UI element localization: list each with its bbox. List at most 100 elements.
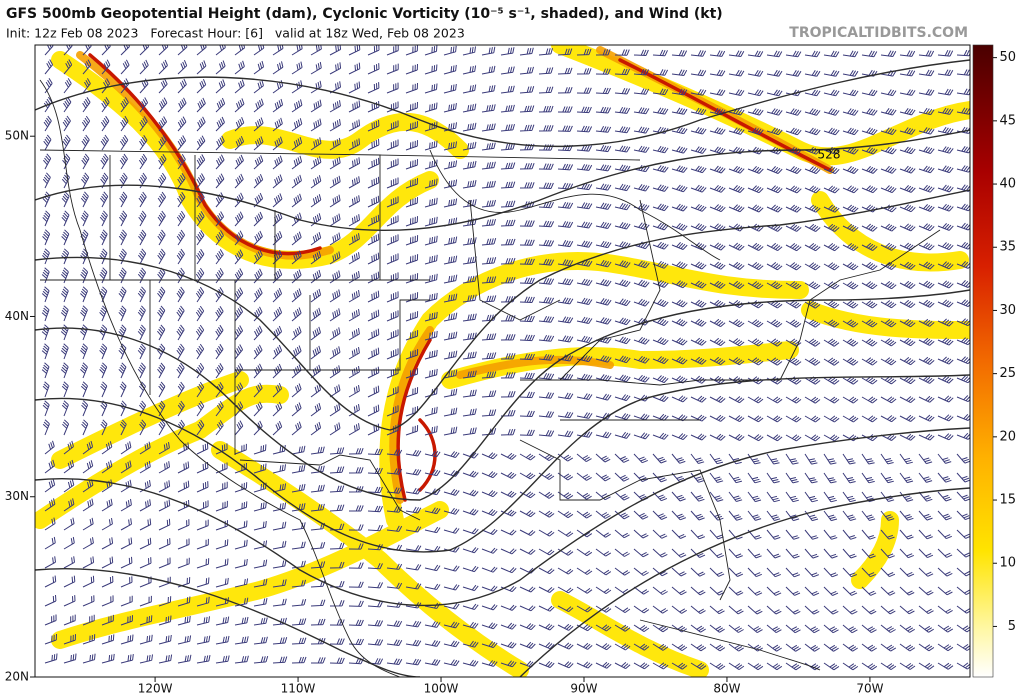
wind-barb [234,249,244,265]
wind-barb [481,390,497,398]
wind-barb [652,394,669,402]
wind-barb [861,69,878,77]
wind-barb [899,662,916,670]
wind-barb [728,127,745,135]
wind-barb [177,654,192,664]
wind-barb [538,567,555,575]
wind-barb [367,347,380,360]
wind-barb [443,312,458,322]
wind-barb [424,526,441,534]
wind-barb [424,311,438,322]
wind-barb [44,59,54,75]
wind-barb [937,69,954,76]
wind-barb [785,185,802,194]
wind-barb [500,490,517,498]
wind-barb [61,172,70,189]
wind-barb [690,318,707,327]
wind-barb [272,288,283,303]
wind-barb [386,272,399,284]
wind-barb [310,345,321,360]
wind-barb [481,46,496,56]
wind-barb [139,400,147,417]
wind-barb [405,101,418,113]
wind-barb [195,343,205,360]
wind-barb [766,319,783,328]
colorbar-label: 45 [999,113,1016,128]
wind-barb [462,103,477,113]
wind-barb [310,156,322,170]
wind-barb [899,127,916,135]
wind-barb [690,567,706,577]
wind-barb [196,519,209,531]
wind-barb [576,221,593,229]
wind-barb [481,660,498,667]
wind-barb [386,405,399,417]
wind-barb [500,428,516,436]
wind-barb [500,567,517,574]
wind-barb [462,659,479,667]
wind-barb [310,326,321,341]
wind-barb [671,433,688,441]
wind-barb [671,356,688,365]
wind-barb [100,134,109,151]
height-contours [35,59,970,677]
wind-barb [842,415,859,423]
wind-barb [557,586,574,594]
wind-barb [99,343,108,360]
wind-barb [481,142,496,151]
wind-barb [42,229,51,246]
wind-barb [119,134,129,151]
wind-barb [576,586,593,594]
wind-barb [367,157,380,170]
wind-barb [823,357,840,366]
wind-barb [880,319,897,328]
wind-barb [348,62,361,75]
wind-barb [100,153,109,170]
wind-barb [234,363,244,379]
wind-barb [690,261,707,270]
wind-barb [349,505,364,512]
wind-barb [614,491,630,501]
wind-barb [291,364,302,379]
wind-barb [785,146,802,155]
wind-barb [519,143,535,151]
wind-barb [272,136,283,151]
wind-barb [766,338,783,347]
wind-barb [329,600,345,607]
wind-barb [690,586,706,596]
wind-barb [861,396,878,404]
wind-barb [139,97,149,113]
wind-barb [576,453,592,463]
wind-barb [101,595,114,607]
wind-barb [804,643,820,652]
wind-barb [728,510,743,521]
wind-barb [80,343,88,360]
lat-label: 30N [5,489,29,503]
wind-barb [82,59,92,75]
wind-barb [481,641,498,649]
wind-barb [234,462,247,474]
wind-barb [747,50,764,58]
wind-barb [196,173,205,189]
wind-barb [709,204,726,213]
wind-barb [937,662,954,670]
wind-barb [785,300,802,309]
wind-barb [747,185,764,194]
wind-barb [119,400,127,417]
wind-barb [595,624,612,632]
wind-barb [80,210,89,227]
wind-barb [671,107,688,115]
wind-barb [195,324,205,341]
wind-barb [481,65,496,75]
wind-barb [177,480,190,493]
wind-barb [424,216,438,227]
wind-barb [861,529,876,540]
wind-barb [804,624,820,634]
wind-barb [234,60,245,75]
wind-barb [633,586,649,595]
wind-barb [956,146,970,154]
wind-barb [177,191,186,208]
wind-barb [310,421,322,436]
wind-barb [120,634,134,645]
wind-barb [671,510,686,521]
